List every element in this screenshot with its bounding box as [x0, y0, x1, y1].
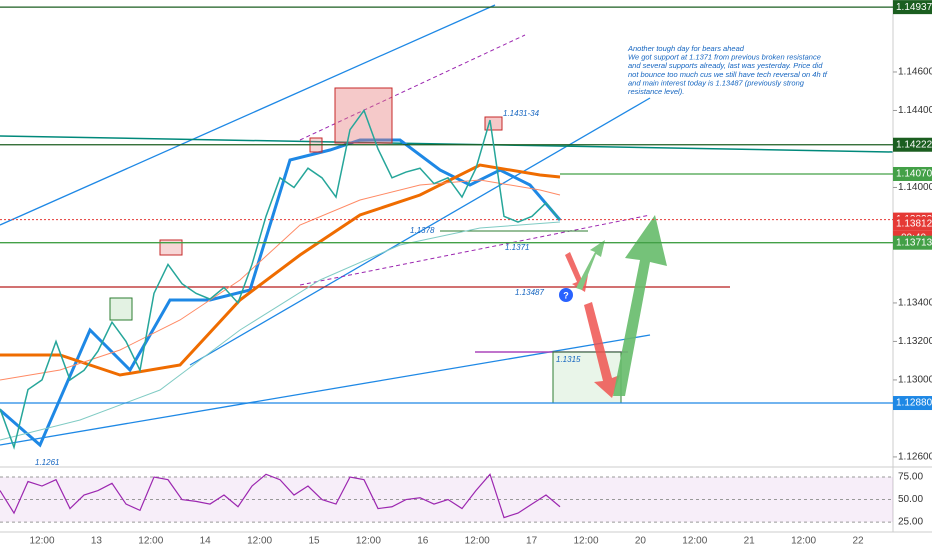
question-icon: [559, 288, 573, 302]
moving-average: [0, 179, 561, 381]
annotation: 1.13487: [515, 288, 544, 297]
box: [159, 239, 183, 256]
price-tag-label: 1.13713: [896, 237, 932, 248]
arrow: [613, 215, 667, 396]
x-tick-label: 12:00: [247, 536, 272, 547]
x-tick-label: 12:00: [356, 536, 381, 547]
x-tick-label: 22: [852, 536, 864, 547]
note-line: Another tough day for bears ahead: [627, 44, 745, 53]
y-tick-label: 1.13200: [898, 336, 932, 347]
trend-line: [0, 135, 894, 153]
price-tag: [893, 396, 932, 411]
arrow: [576, 240, 605, 290]
y-tick-label: 1.14000: [898, 182, 932, 193]
x-tick-label: 21: [744, 536, 756, 547]
x-tick-label: 12:00: [791, 536, 816, 547]
moving-average: [0, 163, 561, 377]
x-tick-label: 12:00: [465, 536, 490, 547]
trend-line: [299, 34, 526, 141]
x-tick-label: 14: [200, 536, 212, 547]
x-tick-label: 12:00: [138, 536, 163, 547]
annotation: 1.1371: [505, 243, 529, 252]
rsi-tick-label: 25.00: [898, 517, 923, 528]
y-tick-label: 1.13000: [898, 375, 932, 386]
price-tag-label: 1.12880: [896, 398, 932, 409]
price-tag: [893, 137, 932, 152]
note-line: not bounce too much cus we still have te…: [628, 70, 828, 79]
box: [109, 297, 133, 321]
x-tick-label: 15: [308, 536, 320, 547]
price-tag: [893, 0, 932, 15]
x-tick-label: 12:00: [682, 536, 707, 547]
question-mark: ?: [563, 290, 569, 300]
x-tick-label: 20: [635, 536, 647, 547]
trend-line: [0, 334, 651, 446]
price-tag-label: 1.14070: [896, 169, 932, 180]
note-line: and several supports already, last was y…: [628, 61, 823, 70]
price-tag-label: 1.14937: [896, 2, 932, 13]
annotation: 1.1315: [556, 355, 581, 364]
price-tag-label: 1.14222: [896, 139, 932, 150]
x-tick-label: 12:00: [29, 536, 54, 547]
box: [334, 87, 393, 144]
y-tick-label: 1.13400: [898, 298, 932, 309]
x-tick-label: 16: [417, 536, 429, 547]
note-line: resistance level).: [628, 87, 684, 96]
x-tick-label: 13: [91, 536, 103, 547]
price-tag: [893, 235, 932, 250]
annotation: 1.1431-34: [503, 109, 540, 118]
rsi-tick-label: 50.00: [898, 494, 923, 505]
trend-line: [189, 97, 651, 366]
rsi-tick-label: 75.00: [898, 472, 923, 483]
note-line: and main interest today is 1.13487 (prev…: [628, 78, 805, 87]
x-tick-label: 12:00: [573, 536, 598, 547]
moving-average: [0, 138, 562, 448]
trend-line: [0, 4, 496, 226]
price-line: [0, 108, 561, 450]
annotation: 1.1261: [35, 458, 59, 467]
trend-line: [299, 214, 651, 286]
arrow: [584, 302, 620, 398]
y-tick-label: 1.14400: [898, 105, 932, 116]
rsi-line: [0, 473, 561, 519]
moving-average: [0, 221, 561, 441]
y-tick-label: 1.12600: [898, 452, 932, 463]
price-tag: [893, 216, 932, 231]
annotation: 1.1378: [410, 226, 435, 235]
y-tick-label: 1.14600: [898, 67, 932, 78]
price-tag: [893, 166, 932, 181]
note-line: We got support at 1.1371 from previous b…: [628, 53, 821, 62]
price-tag-label: 1.13812: [896, 218, 932, 229]
x-tick-label: 17: [526, 536, 538, 547]
